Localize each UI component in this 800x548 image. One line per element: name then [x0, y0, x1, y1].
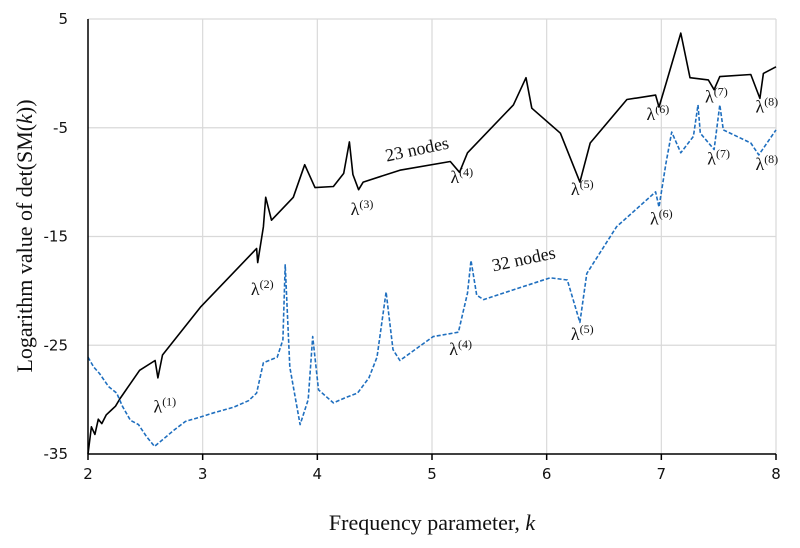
x-axis-label: Frequency parameter, k [329, 510, 536, 535]
annotation-label: λ(6) [647, 102, 670, 124]
annotations: λ(1) λ(2) λ(3) λ(4) λ(5) λ(6) λ(7) λ(8) λ(4) λ(5)… [153, 85, 778, 417]
x-tick-label: 7 [657, 465, 667, 483]
annotation-label: 23 nodes [383, 133, 450, 166]
x-tick-label: 3 [198, 465, 208, 483]
y-tick-label: -15 [44, 228, 69, 246]
annotation-label: λ(4) [450, 165, 473, 187]
x-tick-label: 4 [313, 465, 323, 483]
y-tick-label: -25 [44, 336, 69, 354]
annotation-label: λ(7) [705, 85, 728, 107]
x-tick-label: 6 [542, 465, 552, 483]
annotation-label: λ(5) [571, 322, 594, 344]
annotation-label: λ(8) [755, 152, 778, 174]
annotation-label: λ(7) [707, 147, 730, 169]
annotation-label: λ(6) [650, 207, 673, 229]
x-tick-label: 5 [427, 465, 437, 483]
y-tick-label: -5 [53, 119, 68, 137]
annotation-label: λ(4) [449, 337, 472, 359]
x-tick-label: 2 [83, 465, 93, 483]
series-line-2 [87, 104, 777, 448]
tick-labels: 2 3 4 5 6 7 8 5 -5 -15 -25 -35 [44, 10, 781, 483]
annotation-label: λ(1) [153, 395, 176, 417]
y-tick-label: 5 [58, 10, 68, 28]
axes [87, 19, 777, 460]
y-axis-label: Logarithm value of det(SM(k)) [12, 99, 37, 372]
series-group [87, 32, 777, 455]
grid [88, 18, 777, 454]
annotation-label: λ(8) [755, 95, 778, 117]
y-tick-label: -35 [44, 445, 69, 463]
series-line-1 [87, 32, 777, 455]
annotation-label: λ(3) [351, 197, 374, 219]
x-tick-label: 8 [771, 465, 781, 483]
annotation-label: λ(2) [251, 277, 274, 299]
annotation-label: λ(5) [571, 177, 594, 199]
